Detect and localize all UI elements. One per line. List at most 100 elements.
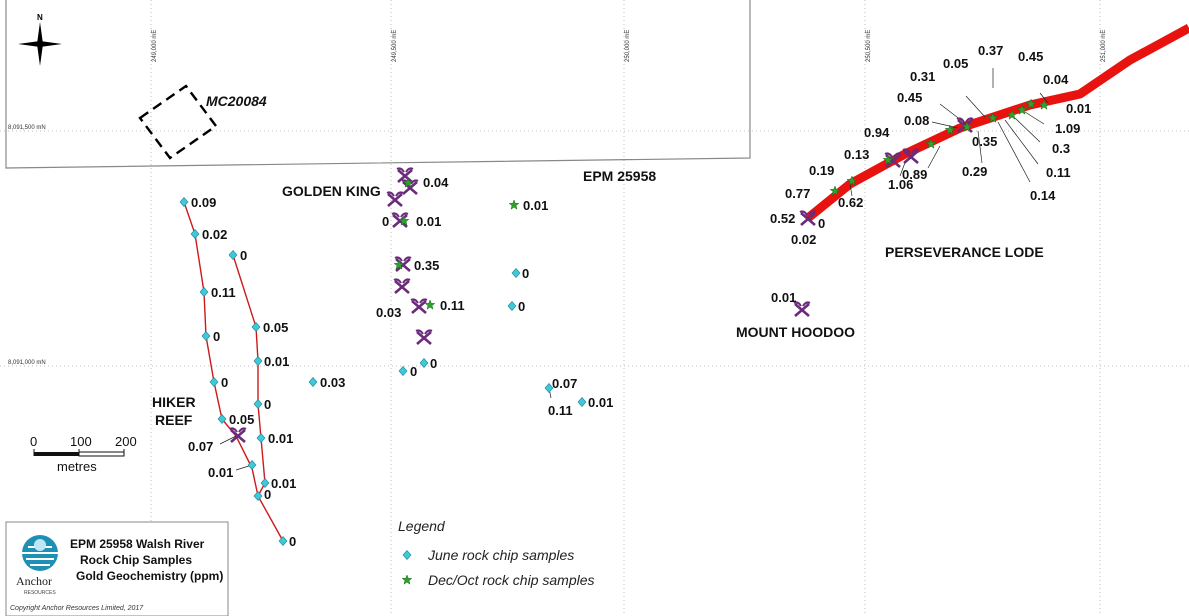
sample-value: 0.35 <box>972 134 997 149</box>
title-line-1: EPM 25958 Walsh River <box>70 537 205 551</box>
scale-bar: 0 100 200 metres <box>30 434 137 474</box>
sample-value: 0 <box>221 375 228 390</box>
sample-value: 0.94 <box>864 125 890 140</box>
epm-label: EPM 25958 <box>583 168 656 184</box>
hiker-label-2: REEF <box>155 412 193 428</box>
grid-label-easting-3: 250,000 mE <box>625 30 631 62</box>
sample-value: 0.11 <box>1046 165 1071 180</box>
copyright: Copyright Anchor Resources Limited, 2017 <box>10 605 144 612</box>
sample-value: 0.03 <box>376 305 401 320</box>
sample-value: 0.01 <box>268 431 293 446</box>
grid-label-easting-5: 251,000 mE <box>1101 30 1107 62</box>
sample-value: 0.52 <box>770 211 795 226</box>
sample-value: 0.05 <box>943 56 968 71</box>
sample-value: 0.05 <box>229 412 254 427</box>
sample-value: 0.37 <box>978 43 1003 58</box>
sample-value: 0.01 <box>588 395 613 410</box>
sample-value: 0 <box>430 356 437 371</box>
sample-value: 0.14 <box>1030 188 1056 203</box>
grid-label-northing-2: 8,091,000 mN <box>8 360 46 366</box>
sample-value: 0 <box>382 214 389 229</box>
hiker-east-trace <box>232 254 266 497</box>
sample-value: 0.02 <box>202 227 227 242</box>
sample-value: 0.62 <box>838 195 863 210</box>
legend-june-label: June rock chip samples <box>427 547 574 563</box>
sample-value: 0.3 <box>1052 141 1070 156</box>
sample-value: 0.01 <box>264 354 289 369</box>
tenement-boundary <box>5 0 751 169</box>
perseverance-label: PERSEVERANCE LODE <box>885 244 1044 260</box>
grid-label-easting-4: 250,500 mE <box>866 30 872 62</box>
north-label: N <box>37 13 43 22</box>
title-block: Anchor RESOURCES EPM 25958 Walsh River R… <box>5 521 229 616</box>
mc20084-label: MC20084 <box>206 93 267 109</box>
mine-icon <box>414 329 434 346</box>
sample-value: 0.31 <box>910 69 935 84</box>
sample-value: 0.77 <box>785 186 810 201</box>
sample-value: 0.45 <box>897 90 922 105</box>
grid-label-easting-2: 249,500 mE <box>392 30 398 62</box>
sample-value: 0.35 <box>414 258 439 273</box>
legend-title: Legend <box>398 518 446 534</box>
sample-value: 0.45 <box>1018 49 1043 64</box>
title-line-2: Rock Chip Samples <box>80 553 192 567</box>
mine-icon <box>392 278 412 295</box>
legend: Legend June rock chip samples Dec/Oct ro… <box>398 518 595 588</box>
sample-value: 0.89 <box>902 167 927 182</box>
mine-icon <box>792 301 812 318</box>
sample-value: 0.29 <box>962 164 987 179</box>
scale-tick: 100 <box>70 434 92 449</box>
title-line-3: Gold Geochemistry (ppm) <box>76 569 223 583</box>
sample-value: 0.02 <box>791 232 816 247</box>
sample-value: 0.01 <box>416 214 441 229</box>
sample-value: 0.13 <box>844 147 869 162</box>
sample-value: 0 <box>240 248 247 263</box>
sample-value: 0.05 <box>263 320 288 335</box>
legend-decoct-label: Dec/Oct rock chip samples <box>428 572 595 588</box>
sample-value: 0.03 <box>320 375 345 390</box>
sample-value: 0.01 <box>271 476 296 491</box>
hiker-label-1: HIKER <box>152 394 196 410</box>
sample-value: 0.01 <box>523 198 548 213</box>
sample-value: 0.04 <box>423 175 449 190</box>
north-arrow-icon: N <box>18 13 62 66</box>
sample-value: 1.06 <box>888 177 913 192</box>
sample-value: 0.01 <box>208 465 233 480</box>
anchor-logo-icon <box>22 535 58 571</box>
sample-value: 0 <box>522 266 529 281</box>
sample-value: 0.11 <box>211 285 236 300</box>
decoct-legend-icon <box>401 574 413 585</box>
sample-value: 0 <box>410 364 417 379</box>
sample-value: 0 <box>518 299 525 314</box>
june-legend-icon <box>402 550 412 560</box>
sample-value: 0.19 <box>809 163 834 178</box>
sample-value: 0 <box>264 397 271 412</box>
sample-value: 0 <box>818 216 825 231</box>
sample-value: 0.11 <box>440 298 465 313</box>
sample-value: 0 <box>289 534 296 549</box>
sample-value: 0.11 <box>548 403 573 418</box>
grid-label-northing-1: 8,091,500 mN <box>8 125 46 131</box>
sample-value: 0.01 <box>771 290 796 305</box>
hiker-west-trace <box>183 201 284 542</box>
mine-icon <box>385 191 405 208</box>
scale-unit: metres <box>57 459 97 474</box>
mc20084-boundary <box>138 84 218 160</box>
sample-value: 0.07 <box>552 376 577 391</box>
sample-value: 0.07 <box>188 439 213 454</box>
leader-lines <box>219 68 1049 471</box>
logo-text: Anchor <box>16 574 52 588</box>
grid-label-easting-1: 249,000 mE <box>152 30 158 62</box>
golden-king-label: GOLDEN KING <box>282 183 381 199</box>
sample-value: 0.08 <box>904 113 929 128</box>
decoct-samples <box>393 98 1050 310</box>
scale-tick: 200 <box>115 434 137 449</box>
sample-value: 0 <box>264 487 271 502</box>
sample-value: 1.09 <box>1055 121 1080 136</box>
logo-subtext: RESOURCES <box>24 590 56 596</box>
mine-icon <box>409 298 429 315</box>
sample-value: 0.09 <box>191 195 216 210</box>
sample-value: 0.04 <box>1043 72 1069 87</box>
